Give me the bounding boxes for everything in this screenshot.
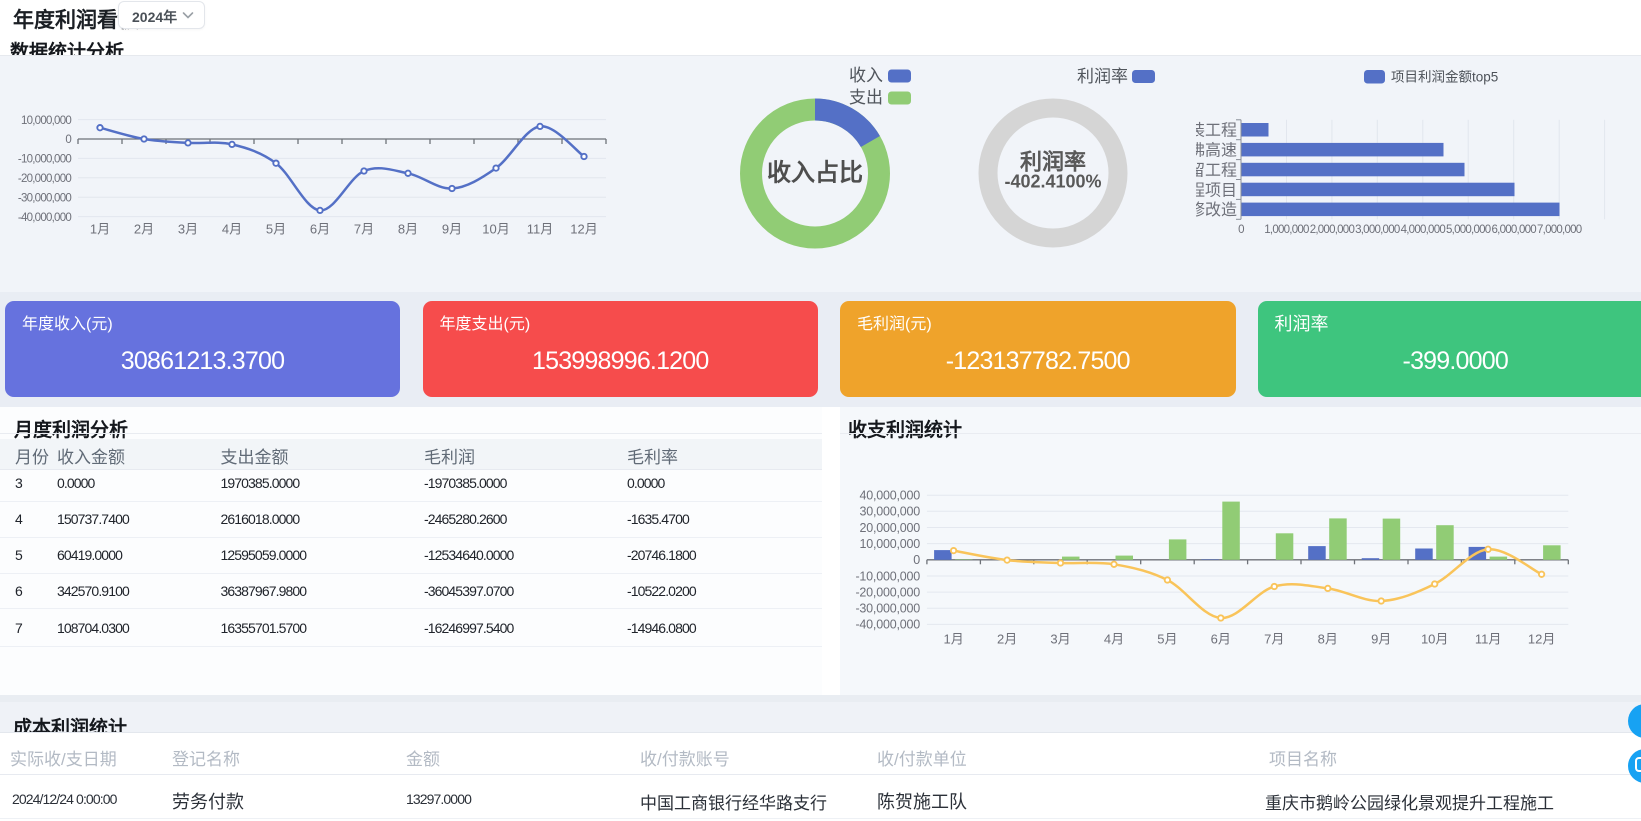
- svg-text:安装工程: 安装工程: [1173, 122, 1237, 140]
- svg-text:9月: 9月: [442, 222, 462, 237]
- svg-text:8月: 8月: [398, 222, 418, 237]
- svg-text:-20,000,000: -20,000,000: [855, 585, 920, 599]
- svg-text:3月: 3月: [178, 222, 198, 237]
- svg-text:4月: 4月: [222, 222, 242, 237]
- svg-text:7月: 7月: [1264, 632, 1284, 647]
- svg-text:-30,000,000: -30,000,000: [855, 602, 920, 616]
- svg-text:4月: 4月: [1104, 632, 1124, 647]
- svg-text:3月: 3月: [1050, 632, 1070, 647]
- svg-text:2,000,000: 2,000,000: [1310, 224, 1355, 236]
- svg-text:6,000,000: 6,000,000: [1491, 224, 1536, 236]
- svg-text:40,000,000: 40,000,000: [859, 489, 920, 503]
- svg-text:0: 0: [913, 553, 920, 567]
- svg-text:-10,000,000: -10,000,000: [855, 569, 920, 583]
- svg-text:利润率: 利润率: [1020, 150, 1086, 175]
- svg-text:10月: 10月: [1421, 632, 1448, 647]
- svg-text:收入: 收入: [849, 66, 883, 85]
- svg-text:11月: 11月: [527, 222, 554, 237]
- svg-text:10月: 10月: [482, 222, 509, 237]
- svg-text:5,000,000: 5,000,000: [1446, 224, 1491, 236]
- svg-text:7月: 7月: [354, 222, 374, 237]
- svg-text:1月: 1月: [90, 222, 110, 237]
- svg-text:2月: 2月: [997, 632, 1017, 647]
- svg-text:-402.4100%: -402.4100%: [1004, 172, 1101, 192]
- svg-text:12月: 12月: [1528, 632, 1555, 647]
- svg-text:8月: 8月: [1318, 632, 1338, 647]
- svg-text:项目利润金额top5: 项目利润金额top5: [1391, 70, 1498, 85]
- svg-text:3,000,000: 3,000,000: [1355, 224, 1400, 236]
- svg-text:广佛高速: 广佛高速: [1173, 142, 1237, 160]
- svg-text:7,000,000: 7,000,000: [1537, 224, 1582, 236]
- svg-text:-20,000,000: -20,000,000: [18, 173, 71, 185]
- svg-text:0: 0: [65, 134, 71, 146]
- svg-text:5月: 5月: [1157, 632, 1177, 647]
- svg-text:利润率: 利润率: [1077, 67, 1128, 86]
- svg-text:20,000,000: 20,000,000: [859, 521, 920, 535]
- svg-text:-40,000,000: -40,000,000: [855, 618, 920, 632]
- svg-text:-40,000,000: -40,000,000: [18, 212, 71, 224]
- svg-text:-30,000,000: -30,000,000: [18, 192, 71, 204]
- svg-text:收入占比: 收入占比: [767, 160, 863, 187]
- svg-text:30,000,000: 30,000,000: [859, 505, 920, 519]
- svg-text:0: 0: [1238, 224, 1244, 236]
- svg-text:-10,000,000: -10,000,000: [18, 154, 71, 166]
- svg-text:10,000,000: 10,000,000: [859, 537, 920, 551]
- svg-text:1月: 1月: [943, 632, 963, 647]
- svg-text:2月: 2月: [134, 222, 154, 237]
- svg-text:11月: 11月: [1475, 632, 1502, 647]
- svg-text:12月: 12月: [570, 222, 597, 237]
- svg-text:工程项目: 工程项目: [1173, 181, 1237, 199]
- svg-text:1,000,000: 1,000,000: [1264, 224, 1309, 236]
- svg-text:10,000,000: 10,000,000: [21, 115, 71, 127]
- svg-text:5月: 5月: [266, 222, 286, 237]
- svg-text:支出: 支出: [849, 88, 883, 107]
- svg-text:滞留工程: 滞留工程: [1173, 161, 1237, 179]
- svg-text:9月: 9月: [1371, 632, 1391, 647]
- svg-text:4,000,000: 4,000,000: [1401, 224, 1446, 236]
- svg-text:6月: 6月: [1211, 632, 1231, 647]
- svg-text:装修改造: 装修改造: [1173, 201, 1237, 219]
- svg-text:6月: 6月: [310, 222, 330, 237]
